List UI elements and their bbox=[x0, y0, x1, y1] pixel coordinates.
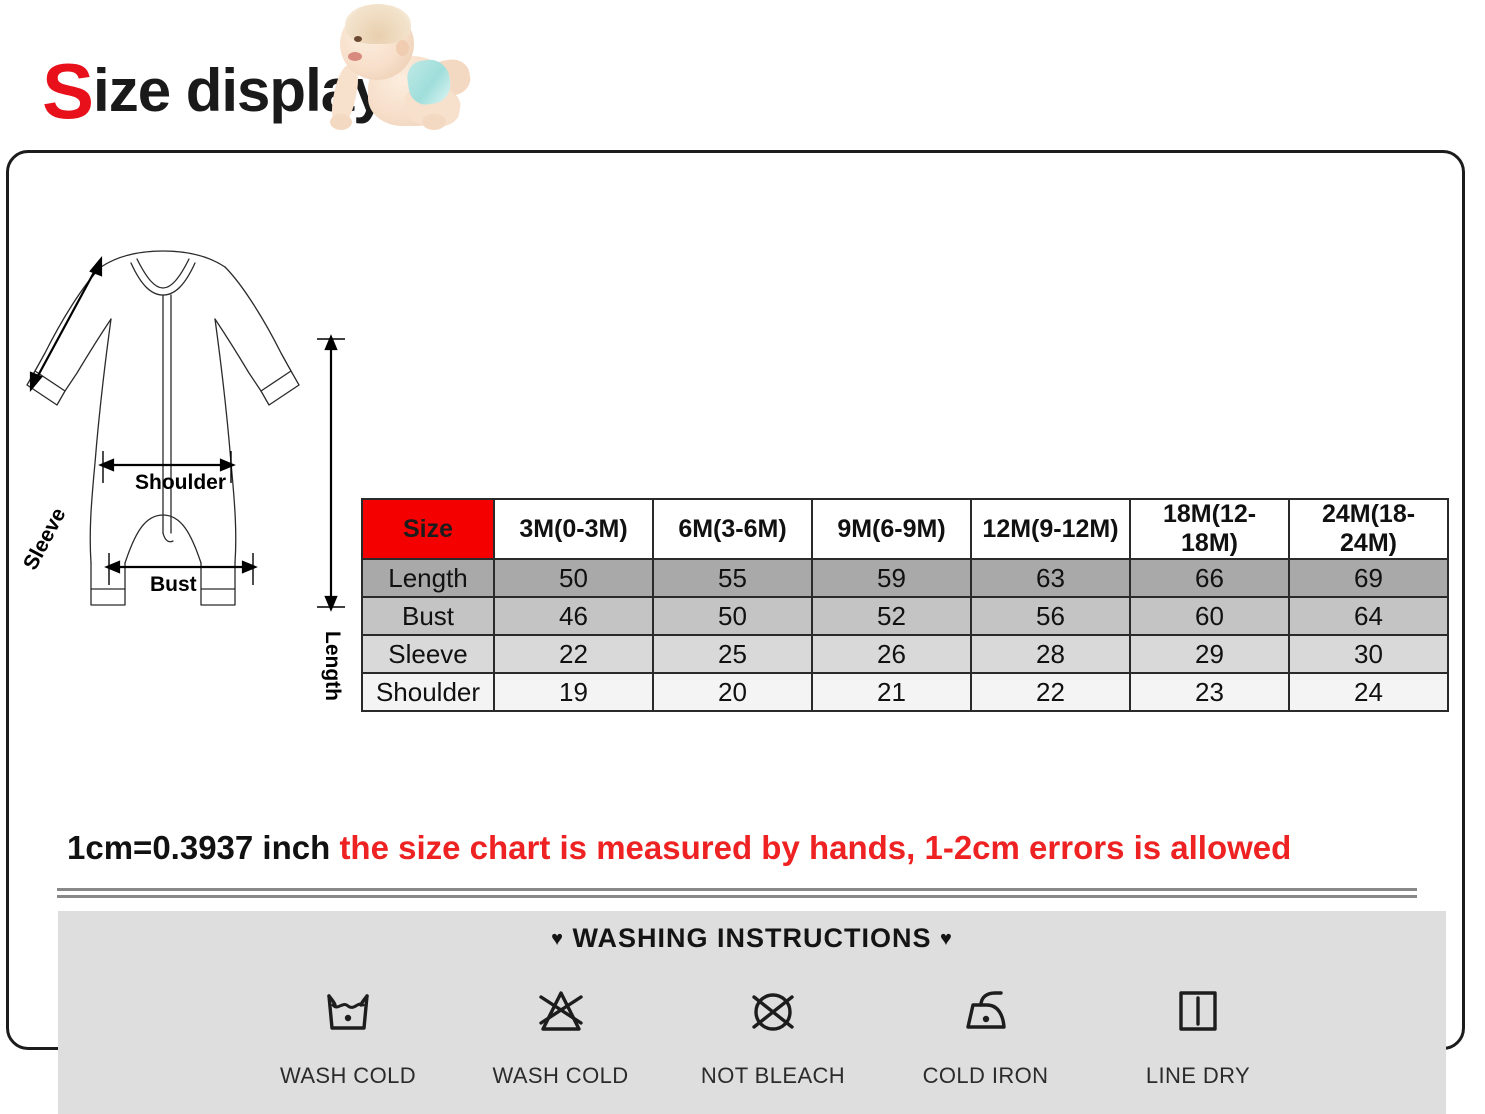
table-row: Length 50 55 59 63 66 69 bbox=[361, 558, 1449, 598]
cell-shoulder-24m: 24 bbox=[1288, 672, 1449, 712]
washing-instructions-title: ♥ WASHING INSTRUCTIONS ♥ bbox=[58, 923, 1446, 954]
washing-caption-4: LINE DRY bbox=[1145, 1063, 1251, 1088]
cell-sleeve-18m: 29 bbox=[1129, 634, 1290, 674]
heart-icon-left: ♥ bbox=[551, 928, 564, 950]
dimension-label-bust: Bust bbox=[150, 573, 197, 596]
size-chart-table: Size 3M(0-3M) 6M(3-6M) 9M(6-9M) 12M(9-12… bbox=[361, 498, 1449, 712]
baby-photo bbox=[312, 2, 472, 145]
washing-caption-3: COLD IRON bbox=[922, 1063, 1049, 1088]
table-col-header-3: 12M(9-12M) bbox=[970, 498, 1131, 560]
cell-shoulder-9m: 21 bbox=[811, 672, 972, 712]
row-label-sleeve: Sleeve bbox=[361, 634, 495, 674]
cell-sleeve-9m: 26 bbox=[811, 634, 972, 674]
wash-tub-icon bbox=[319, 979, 377, 1045]
table-col-header-5: 24M(18-24M) bbox=[1288, 498, 1449, 560]
cell-bust-3m: 46 bbox=[493, 596, 654, 636]
cell-shoulder-12m: 22 bbox=[970, 672, 1131, 712]
baby-hand-right bbox=[422, 114, 446, 130]
cell-bust-24m: 64 bbox=[1288, 596, 1449, 636]
cell-length-3m: 50 bbox=[493, 558, 654, 598]
washing-caption-2: NOT BLEACH bbox=[700, 1063, 846, 1088]
cell-bust-18m: 60 bbox=[1129, 596, 1290, 636]
header-banner: Size display bbox=[0, 0, 1485, 150]
dimension-label-shoulder: Shoulder bbox=[135, 471, 227, 494]
section-divider bbox=[57, 888, 1417, 898]
cell-bust-6m: 50 bbox=[652, 596, 813, 636]
dimension-label-length: Length bbox=[321, 631, 344, 701]
table-header-row: Size 3M(0-3M) 6M(3-6M) 9M(6-9M) 12M(9-12… bbox=[361, 498, 1449, 560]
cell-length-24m: 69 bbox=[1288, 558, 1449, 598]
iron-icon bbox=[957, 979, 1015, 1045]
cm-to-inch-note: 1cm=0.3937 inch bbox=[67, 829, 331, 866]
baby-eye bbox=[354, 36, 362, 42]
heart-icon-right: ♥ bbox=[940, 928, 953, 950]
no-bleach-triangle-icon bbox=[532, 979, 590, 1045]
cell-sleeve-24m: 30 bbox=[1288, 634, 1449, 674]
table-row: Sleeve 22 25 26 28 29 30 bbox=[361, 634, 1449, 674]
baby-hand-left bbox=[330, 114, 352, 130]
washing-symbol-list: WASH COLD WASH COLD bbox=[258, 979, 1288, 1089]
garment-diagram: Shoulder Bust Sleeve Length bbox=[13, 233, 363, 701]
washing-title-text: WASHING INSTRUCTIONS bbox=[572, 923, 932, 953]
table-col-header-2: 9M(6-9M) bbox=[811, 498, 972, 560]
washing-symbol-no-bleach-triangle: WASH COLD bbox=[471, 979, 651, 1089]
divider-rule-top bbox=[57, 888, 1417, 891]
table-corner-size: Size bbox=[361, 498, 495, 560]
romper-drawing-svg bbox=[26, 250, 345, 612]
cell-bust-12m: 56 bbox=[970, 596, 1131, 636]
cell-sleeve-6m: 25 bbox=[652, 634, 813, 674]
baby-mouth bbox=[348, 52, 362, 61]
washing-symbol-line-dry: LINE DRY bbox=[1108, 979, 1288, 1089]
divider-rule-bottom bbox=[57, 895, 1417, 898]
cell-length-6m: 55 bbox=[652, 558, 813, 598]
measurement-disclaimer: the size chart is measured by hands, 1-2… bbox=[339, 829, 1292, 866]
table-row: Shoulder 19 20 21 22 23 24 bbox=[361, 672, 1449, 712]
content-panel: Shoulder Bust Sleeve Length Size 3M(0-3M… bbox=[6, 150, 1465, 1114]
baby-ear bbox=[396, 40, 409, 56]
table-col-header-4: 18M(12-18M) bbox=[1129, 498, 1290, 560]
cell-sleeve-3m: 22 bbox=[493, 634, 654, 674]
row-label-shoulder: Shoulder bbox=[361, 672, 495, 712]
cell-bust-9m: 52 bbox=[811, 596, 972, 636]
no-bleach-circle-icon bbox=[744, 979, 802, 1045]
cell-shoulder-18m: 23 bbox=[1129, 672, 1290, 712]
washing-instructions-panel: ♥ WASHING INSTRUCTIONS ♥ WASH COLD bbox=[58, 911, 1446, 1114]
cell-shoulder-3m: 19 bbox=[493, 672, 654, 712]
cell-length-9m: 59 bbox=[811, 558, 972, 598]
washing-symbol-wash-cold-tub: WASH COLD bbox=[258, 979, 438, 1089]
cell-sleeve-12m: 28 bbox=[970, 634, 1131, 674]
row-label-length: Length bbox=[361, 558, 495, 598]
cell-length-12m: 63 bbox=[970, 558, 1131, 598]
cell-length-18m: 66 bbox=[1129, 558, 1290, 598]
row-label-bust: Bust bbox=[361, 596, 495, 636]
line-dry-icon bbox=[1169, 979, 1227, 1045]
cell-shoulder-6m: 20 bbox=[652, 672, 813, 712]
table-col-header-0: 3M(0-3M) bbox=[493, 498, 654, 560]
table-col-header-1: 6M(3-6M) bbox=[652, 498, 813, 560]
page-title-capital: S bbox=[42, 47, 94, 135]
washing-symbol-not-bleach: NOT BLEACH bbox=[683, 979, 863, 1089]
washing-caption-0: WASH COLD bbox=[279, 1063, 417, 1088]
measurement-note: 1cm=0.3937 inch the size chart is measur… bbox=[67, 829, 1291, 867]
washing-caption-1: WASH COLD bbox=[492, 1063, 629, 1088]
table-row: Bust 46 50 52 56 60 64 bbox=[361, 596, 1449, 636]
washing-symbol-cold-iron: COLD IRON bbox=[896, 979, 1076, 1089]
